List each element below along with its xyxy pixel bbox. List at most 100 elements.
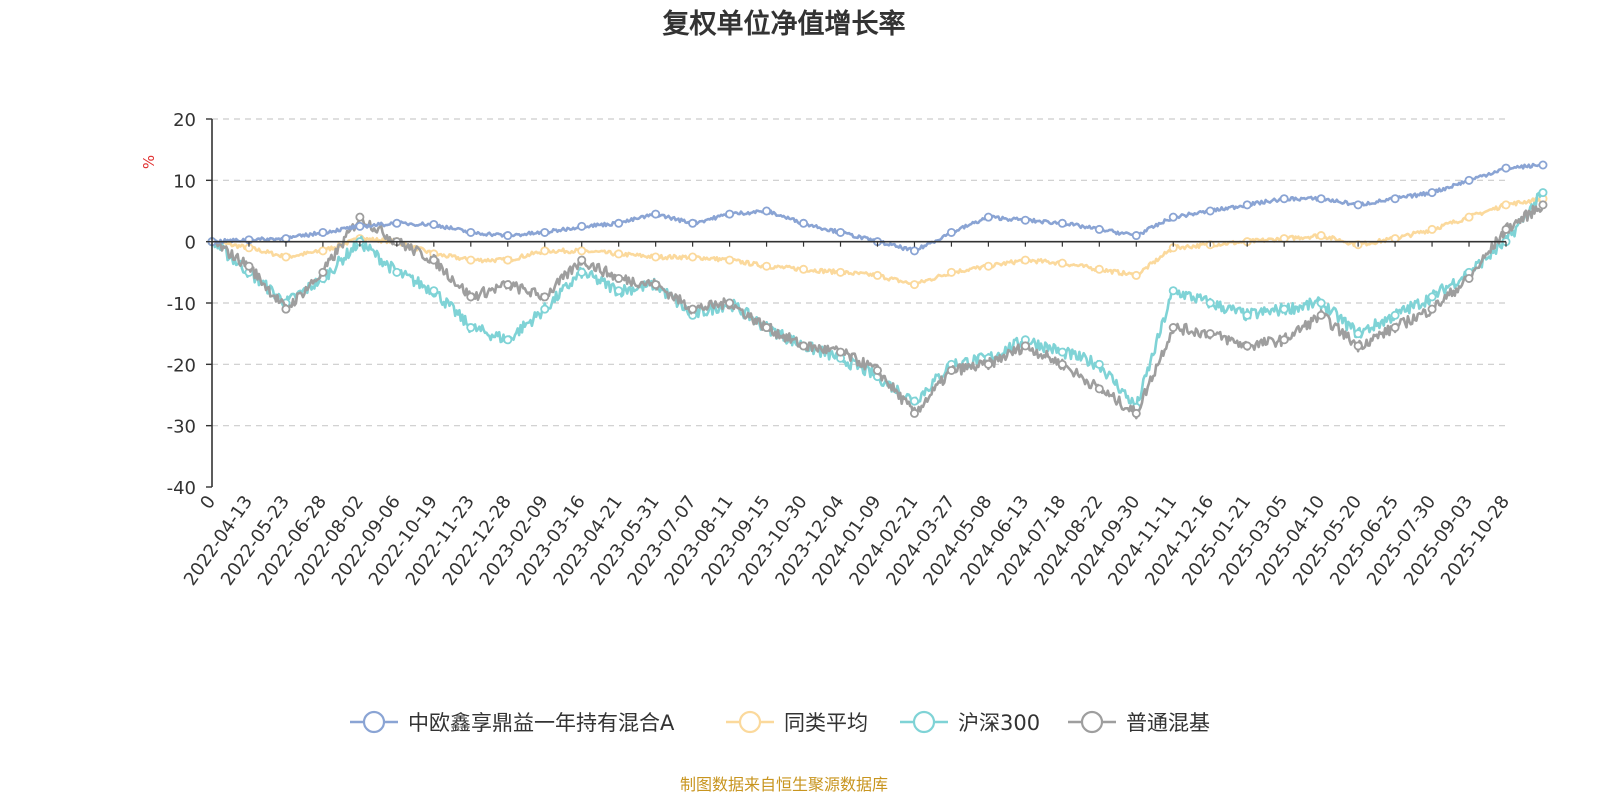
data-point: [577, 221, 587, 231]
data-point: [1020, 341, 1030, 351]
data-point: [1538, 160, 1548, 170]
data-point: [503, 231, 513, 241]
data-point: [540, 292, 550, 302]
data-point: [836, 227, 846, 237]
data-point: [503, 255, 513, 265]
data-point: [466, 323, 476, 333]
data-point: [318, 246, 328, 256]
data-point: [1427, 224, 1437, 234]
data-point: [1316, 194, 1326, 204]
source-note: 制图数据来自恒生聚源数据库: [680, 775, 888, 794]
data-point: [688, 218, 698, 228]
data-point: [614, 249, 624, 259]
data-point: [836, 347, 846, 357]
data-point: [392, 267, 402, 277]
data-point: [651, 280, 661, 290]
legend-label: 普通混基: [1126, 711, 1210, 735]
data-point: [577, 246, 587, 256]
y-tick-label: -10: [167, 294, 196, 315]
data-point: [503, 280, 513, 290]
data-point: [614, 218, 624, 228]
legend-item[interactable]: 普通混基: [1068, 710, 1210, 735]
data-point: [318, 267, 328, 277]
data-point: [799, 264, 809, 274]
legend-marker: [1080, 710, 1104, 734]
data-point: [1464, 273, 1474, 283]
data-point: [909, 280, 919, 290]
data-point: [1464, 212, 1474, 222]
data-point: [1427, 188, 1437, 198]
data-point: [651, 209, 661, 219]
data-point: [392, 218, 402, 228]
data-point: [1168, 212, 1178, 222]
data-point: [1205, 329, 1215, 339]
data-point: [1242, 310, 1252, 320]
data-point: [688, 252, 698, 262]
data-point: [762, 261, 772, 271]
data-point: [1427, 292, 1437, 302]
data-point: [1094, 384, 1104, 394]
data-point: [1390, 194, 1400, 204]
legend-item[interactable]: 沪深300: [900, 710, 1040, 735]
data-point: [1020, 255, 1030, 265]
data-point: [355, 221, 365, 231]
data-point: [503, 335, 513, 345]
data-point: [1168, 286, 1178, 296]
y-tick-label: 10: [173, 171, 196, 192]
data-point: [1316, 231, 1326, 241]
data-point: [946, 227, 956, 237]
data-point: [1501, 224, 1511, 234]
data-point: [1316, 298, 1326, 308]
data-point: [429, 219, 439, 229]
series-line: [210, 204, 1545, 420]
data-point: [946, 365, 956, 375]
data-point: [1501, 163, 1511, 173]
data-point: [799, 341, 809, 351]
legend[interactable]: 中欧鑫享鼎益一年持有混合A 同类平均 沪深300 普通混基: [350, 710, 1210, 735]
x-tick-label: 0: [196, 492, 220, 513]
data-point: [725, 209, 735, 219]
legend-label: 沪深300: [958, 711, 1040, 735]
data-point: [577, 255, 587, 265]
data-point: [1205, 298, 1215, 308]
y-tick-label: -40: [167, 478, 196, 499]
legend-item[interactable]: 中欧鑫享鼎益一年持有混合A: [350, 710, 675, 735]
data-point: [1242, 200, 1252, 210]
data-point: [1094, 264, 1104, 274]
legend-label: 同类平均: [784, 711, 868, 735]
legend-marker: [912, 710, 936, 734]
data-point: [1279, 335, 1289, 345]
data-point: [762, 323, 772, 333]
data-point: [725, 255, 735, 265]
data-point: [909, 396, 919, 406]
data-point: [946, 267, 956, 277]
y-tick-label: 20: [173, 110, 196, 131]
data-point: [1353, 341, 1363, 351]
data-point: [799, 218, 809, 228]
data-point: [1131, 408, 1141, 418]
data-point: [540, 227, 550, 237]
data-point: [244, 261, 254, 271]
y-tick-label: -20: [167, 355, 196, 376]
data-point: [651, 252, 661, 262]
data-point: [614, 286, 624, 296]
data-point: [540, 246, 550, 256]
legend-item[interactable]: 同类平均: [726, 710, 868, 735]
data-point: [1131, 231, 1141, 241]
data-point: [983, 212, 993, 222]
data-point: [1094, 359, 1104, 369]
data-point: [909, 408, 919, 418]
data-point: [1353, 329, 1363, 339]
data-point: [909, 246, 919, 256]
data-point: [466, 292, 476, 302]
data-point: [1279, 194, 1289, 204]
series-0: [207, 160, 1548, 256]
data-point: [872, 270, 882, 280]
data-point: [466, 255, 476, 265]
data-point: [614, 273, 624, 283]
data-point: [1094, 224, 1104, 234]
chart-title: 复权单位净值增长率: [663, 8, 906, 40]
data-point: [429, 255, 439, 265]
data-point: [1205, 206, 1215, 216]
y-tick-label: 0: [185, 233, 196, 254]
